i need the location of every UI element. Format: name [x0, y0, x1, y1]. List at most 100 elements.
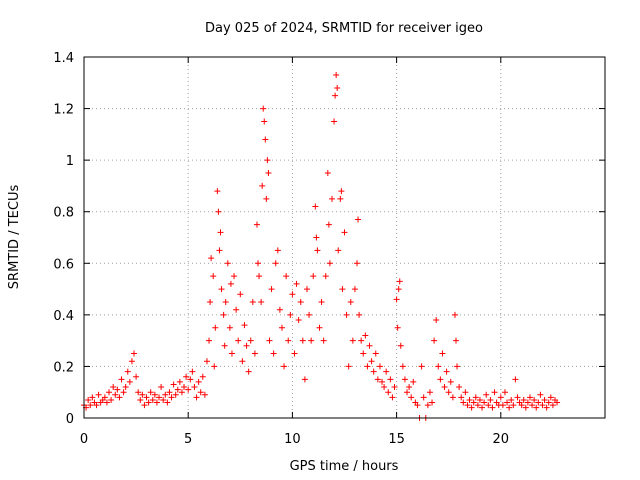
- data-point: [172, 391, 179, 398]
- data-point: [283, 273, 290, 280]
- data-point: [347, 298, 354, 305]
- data-point: [287, 311, 294, 318]
- data-point: [338, 188, 345, 195]
- data-point: [429, 399, 436, 406]
- data-point: [426, 389, 433, 396]
- data-point: [449, 394, 456, 401]
- data-point: [337, 195, 344, 202]
- data-point: [443, 368, 450, 375]
- data-point: [389, 394, 396, 401]
- data-point: [208, 255, 215, 262]
- data-point: [116, 394, 123, 401]
- data-point: [554, 399, 561, 406]
- data-point: [217, 229, 224, 236]
- data-point: [310, 273, 317, 280]
- data-point: [224, 260, 231, 267]
- data-point: [362, 332, 369, 339]
- data-point: [147, 389, 154, 396]
- data-point: [235, 337, 242, 344]
- data-point: [262, 136, 269, 143]
- grid-lines: [84, 57, 605, 418]
- data-point: [454, 363, 461, 370]
- data-point: [245, 368, 252, 375]
- data-point: [487, 396, 494, 403]
- data-point: [372, 350, 379, 357]
- x-tick-label: 15: [388, 432, 405, 447]
- data-point: [291, 350, 298, 357]
- data-point: [474, 402, 481, 409]
- data-point: [441, 384, 448, 391]
- data-point: [160, 396, 167, 403]
- x-tick-label: 20: [493, 432, 510, 447]
- data-point: [397, 342, 404, 349]
- data-point: [189, 368, 196, 375]
- data-point: [464, 402, 471, 409]
- data-point: [524, 399, 531, 406]
- data-point: [364, 363, 371, 370]
- data-point: [385, 389, 392, 396]
- data-point: [239, 358, 246, 365]
- data-point: [122, 384, 129, 391]
- y-tick-label: 1: [66, 154, 74, 169]
- data-point: [485, 402, 492, 409]
- data-point: [368, 358, 375, 365]
- data-point: [483, 391, 490, 398]
- data-point: [139, 391, 146, 398]
- data-point: [456, 384, 463, 391]
- data-point: [460, 399, 467, 406]
- data-point: [332, 92, 339, 99]
- data-point: [264, 157, 271, 164]
- data-point: [394, 324, 401, 331]
- data-point: [270, 350, 277, 357]
- data-point: [170, 381, 177, 388]
- data-point: [114, 386, 121, 393]
- data-point: [237, 291, 244, 298]
- data-point: [404, 389, 411, 396]
- data-point: [396, 278, 403, 285]
- data-point: [322, 273, 329, 280]
- y-tick-label: 0: [66, 412, 74, 427]
- x-tick-label: 0: [80, 432, 88, 447]
- data-point: [489, 404, 496, 411]
- data-point: [410, 378, 417, 385]
- data-point: [85, 396, 92, 403]
- data-point: [433, 317, 440, 324]
- data-point: [176, 378, 183, 385]
- data-point: [445, 389, 452, 396]
- data-point: [328, 195, 335, 202]
- data-point: [124, 368, 131, 375]
- data-point: [120, 389, 127, 396]
- data-point: [218, 286, 225, 293]
- data-point: [537, 391, 544, 398]
- data-point: [178, 389, 185, 396]
- data-point: [349, 337, 356, 344]
- data-point: [391, 384, 398, 391]
- data-point: [135, 389, 142, 396]
- data-point: [324, 170, 331, 177]
- data-point: [227, 280, 234, 287]
- data-point: [216, 247, 223, 254]
- data-point: [263, 195, 270, 202]
- data-point: [414, 402, 421, 409]
- data-point: [108, 396, 115, 403]
- data-point: [418, 363, 425, 370]
- data-point: [341, 229, 348, 236]
- data-point: [547, 394, 554, 401]
- data-point: [306, 311, 313, 318]
- data-point: [256, 273, 263, 280]
- data-point: [316, 324, 323, 331]
- data-point: [260, 105, 267, 112]
- data-point: [164, 399, 171, 406]
- data-point: [126, 378, 133, 385]
- data-point: [355, 216, 362, 223]
- data-point: [303, 286, 310, 293]
- data-point: [529, 402, 536, 409]
- data-point: [141, 402, 148, 409]
- data-point: [118, 376, 125, 383]
- data-point: [89, 394, 96, 401]
- data-point: [514, 394, 521, 401]
- data-point: [153, 399, 160, 406]
- data-point: [399, 363, 406, 370]
- chart-title: Day 025 of 2024, SRMTID for receiver ige…: [205, 21, 483, 36]
